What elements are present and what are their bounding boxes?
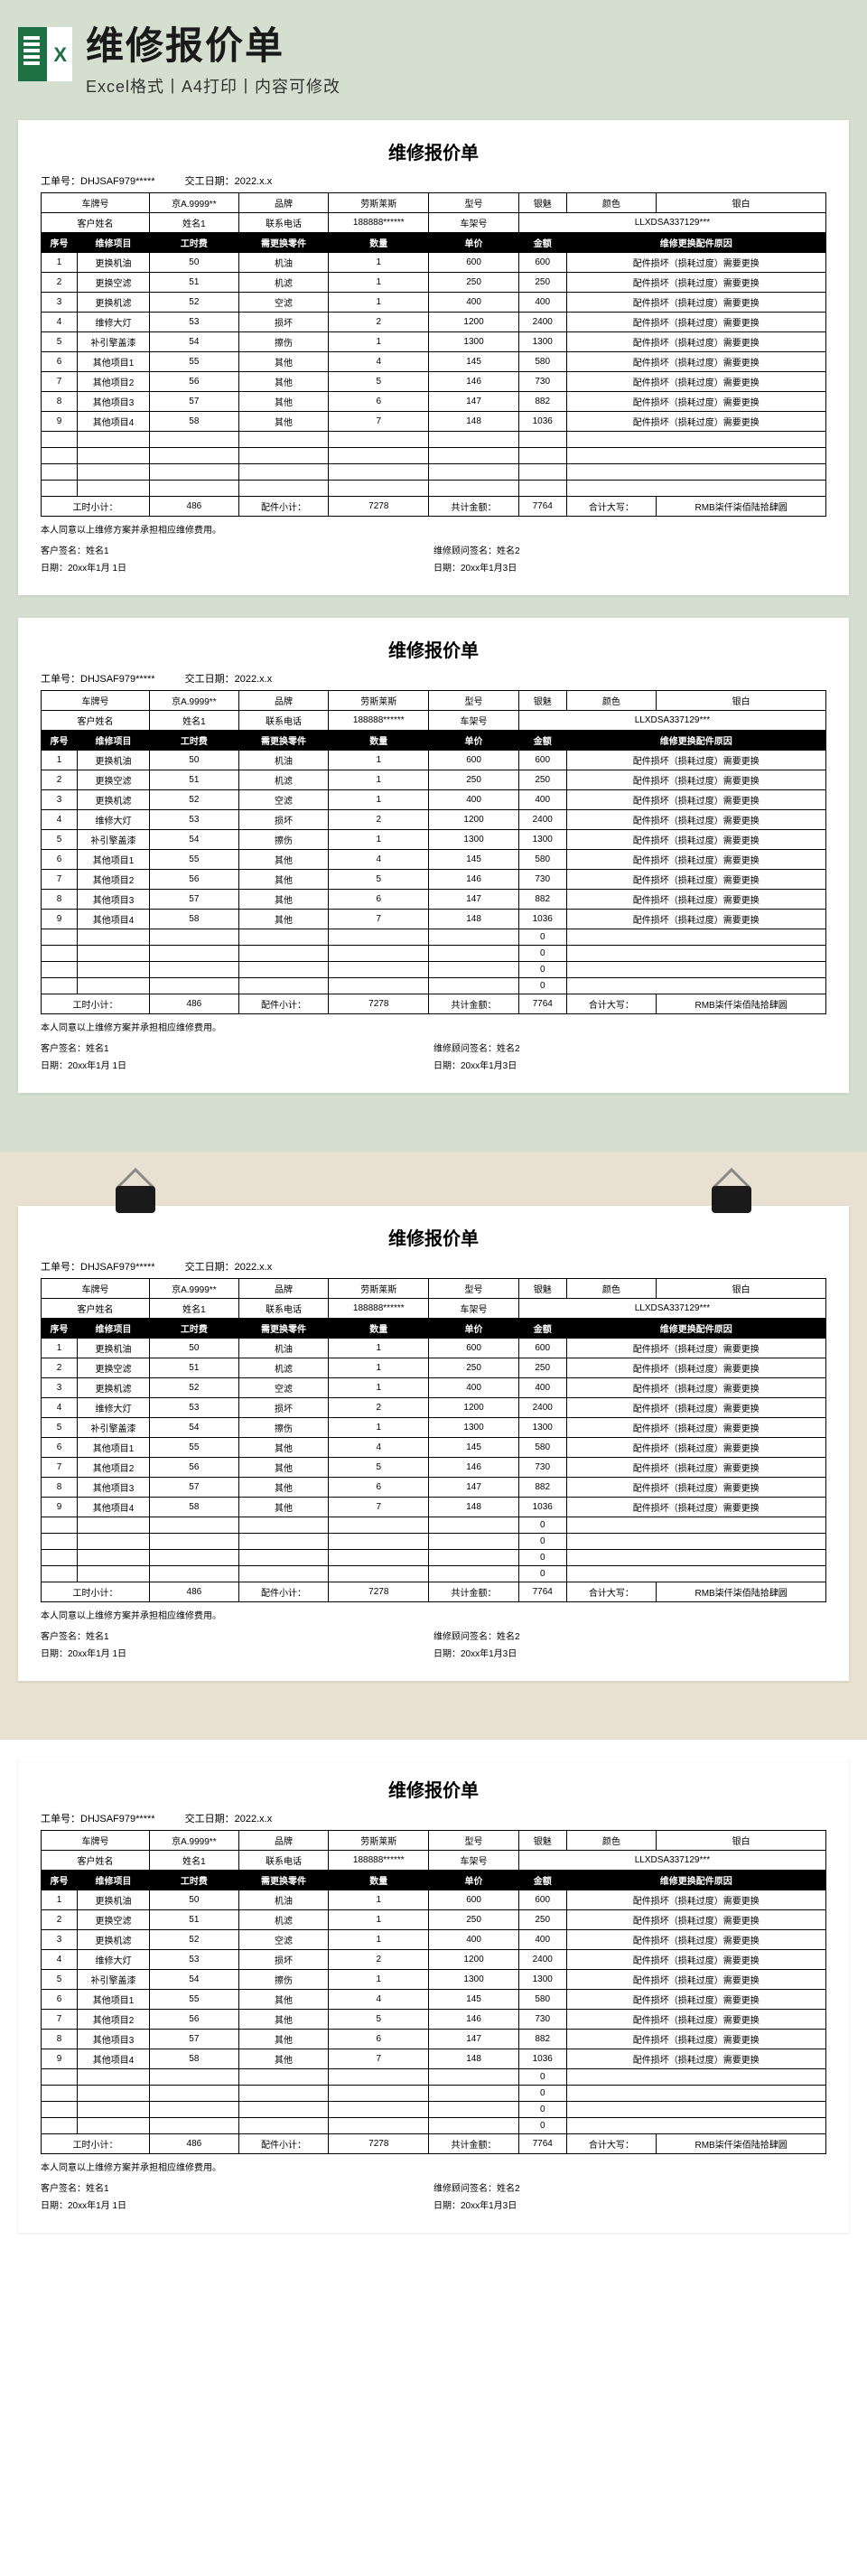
- table-row: 0: [42, 929, 826, 946]
- table-row: 3更换机滤52空滤1400400配件损坏（损耗过度）需要更换: [42, 1930, 826, 1950]
- binder-clip-icon: [108, 1161, 163, 1233]
- table-row: 5补引擎盖漆54擦伤113001300配件损坏（损耗过度）需要更换: [42, 830, 826, 850]
- table-row: 3更换机滤52空滤1400400配件损坏（损耗过度）需要更换: [42, 293, 826, 313]
- quote-table: 车牌号京A.9999** 品牌劳斯莱斯 型号银魅 颜色银白 客户姓名姓名1 联系…: [41, 1830, 826, 2154]
- table-row: 9其他项目458其他71481036配件损坏（损耗过度）需要更换: [42, 2049, 826, 2069]
- column-header: 序号维修项目工时费需更换零件 数量单价金额维修更换配件原因: [42, 1319, 826, 1339]
- table-row: 2更换空滤51机滤1250250配件损坏（损耗过度）需要更换: [42, 1910, 826, 1930]
- table-row: 0: [42, 1517, 826, 1534]
- table-row: 5补引擎盖漆54擦伤113001300配件损坏（损耗过度）需要更换: [42, 1418, 826, 1438]
- totals-row: 工时小计：486 配件小计：7278 共计金额：7764 合计大写：RMB柒仟柒…: [42, 1582, 826, 1602]
- table-row: 2更换空滤51机滤1250250配件损坏（损耗过度）需要更换: [42, 273, 826, 293]
- section-bottom: 维修报价单 工单号：DHJSAF979***** 交工日期：2022.x.x 车…: [0, 1740, 867, 2273]
- table-row: 1更换机油50机油1600600配件损坏（损耗过度）需要更换: [42, 253, 826, 273]
- table-row: 9其他项目458其他71481036配件损坏（损耗过度）需要更换: [42, 412, 826, 432]
- column-header: 序号维修项目工时费需更换零件 数量单价金额维修更换配件原因: [42, 1871, 826, 1890]
- doc-title: 维修报价单: [41, 1776, 826, 1802]
- info-row: 车牌号京A.9999** 品牌劳斯莱斯 型号银魅 颜色银白: [42, 1831, 826, 1851]
- signature-block: 客户签名：姓名1 日期：20xx年1月 1日 维修顾问签名：姓名2 日期：20x…: [41, 2180, 826, 2215]
- table-row: 0: [42, 1534, 826, 1550]
- doc-meta: 工单号：DHJSAF979***** 交工日期：2022.x.x: [41, 671, 826, 686]
- note-text: 本人同意以上维修方案并承担相应维修费用。: [41, 522, 826, 536]
- info-row: 客户姓名姓名1 联系电话188888****** 车架号LLXDSA337129…: [42, 711, 826, 731]
- table-row: 7其他项目256其他5146730配件损坏（损耗过度）需要更换: [42, 870, 826, 890]
- quote-sheet: 维修报价单 工单号：DHJSAF979***** 交工日期：2022.x.x 车…: [18, 120, 849, 595]
- doc-meta: 工单号：DHJSAF979***** 交工日期：2022.x.x: [41, 1259, 826, 1274]
- table-row: 5补引擎盖漆54擦伤113001300配件损坏（损耗过度）需要更换: [42, 1970, 826, 1990]
- totals-row: 工时小计：486 配件小计：7278 共计金额：7764 合计大写：RMB柒仟柒…: [42, 2134, 826, 2154]
- table-row: 1更换机油50机油1600600配件损坏（损耗过度）需要更换: [42, 1339, 826, 1358]
- doc-title: 维修报价单: [41, 636, 826, 662]
- table-row: 9其他项目458其他71481036配件损坏（损耗过度）需要更换: [42, 1498, 826, 1517]
- table-row: 6其他项目155其他4145580配件损坏（损耗过度）需要更换: [42, 1438, 826, 1458]
- info-row: 车牌号京A.9999** 品牌劳斯莱斯 型号银魅 颜色银白: [42, 691, 826, 711]
- table-row: 3更换机滤52空滤1400400配件损坏（损耗过度）需要更换: [42, 790, 826, 810]
- table-row: 0: [42, 978, 826, 994]
- table-row: 0: [42, 946, 826, 962]
- table-row: 0: [42, 2069, 826, 2086]
- table-row: 8其他项目357其他6147882配件损坏（损耗过度）需要更换: [42, 1478, 826, 1498]
- info-row: 客户姓名姓名1 联系电话188888****** 车架号LLXDSA337129…: [42, 1851, 826, 1871]
- table-row: 6其他项目155其他4145580配件损坏（损耗过度）需要更换: [42, 352, 826, 372]
- table-row: 0: [42, 1550, 826, 1566]
- table-row: 0: [42, 962, 826, 978]
- note-text: 本人同意以上维修方案并承担相应维修费用。: [41, 1020, 826, 1033]
- section-top: X 维修报价单 Excel格式丨A4打印丨内容可修改 维修报价单 工单号：DHJ…: [0, 0, 867, 1152]
- table-row: 8其他项目357其他6147882配件损坏（损耗过度）需要更换: [42, 392, 826, 412]
- table-row: 0: [42, 2086, 826, 2102]
- table-row: 4维修大灯53损坏212002400配件损坏（损耗过度）需要更换: [42, 313, 826, 332]
- signature-block: 客户签名：姓名1 日期：20xx年1月 1日 维修顾问签名：姓名2 日期：20x…: [41, 1629, 826, 1663]
- table-row: 4维修大灯53损坏212002400配件损坏（损耗过度）需要更换: [42, 810, 826, 830]
- quote-table: 车牌号京A.9999** 品牌劳斯莱斯 型号银魅 颜色银白 客户姓名姓名1 联系…: [41, 192, 826, 517]
- page-title: 维修报价单: [86, 27, 849, 65]
- column-header: 序号维修项目工时费需更换零件 数量单价金额维修更换配件原因: [42, 731, 826, 751]
- doc-title: 维修报价单: [41, 138, 826, 164]
- table-row: 8其他项目357其他6147882配件损坏（损耗过度）需要更换: [42, 2030, 826, 2049]
- note-text: 本人同意以上维修方案并承担相应维修费用。: [41, 1608, 826, 1621]
- column-header: 序号维修项目工时费需更换零件 数量单价金额维修更换配件原因: [42, 233, 826, 253]
- totals-row: 工时小计：486 配件小计：7278 共计金额：7764 合计大写：RMB柒仟柒…: [42, 497, 826, 517]
- info-row: 车牌号京A.9999** 品牌劳斯莱斯 型号银魅 颜色银白: [42, 1279, 826, 1299]
- info-row: 客户姓名姓名1 联系电话188888****** 车架号LLXDSA337129…: [42, 1299, 826, 1319]
- page-subtitle: Excel格式丨A4打印丨内容可修改: [86, 74, 849, 98]
- signature-block: 客户签名：姓名1 日期：20xx年1月 1日 维修顾问签名：姓名2 日期：20x…: [41, 543, 826, 577]
- doc-meta: 工单号：DHJSAF979***** 交工日期：2022.x.x: [41, 1811, 826, 1825]
- table-row: 2更换空滤51机滤1250250配件损坏（损耗过度）需要更换: [42, 770, 826, 790]
- table-row: 4维修大灯53损坏212002400配件损坏（损耗过度）需要更换: [42, 1398, 826, 1418]
- table-row: 7其他项目256其他5146730配件损坏（损耗过度）需要更换: [42, 372, 826, 392]
- note-text: 本人同意以上维修方案并承担相应维修费用。: [41, 2160, 826, 2173]
- table-row: 5补引擎盖漆54擦伤113001300配件损坏（损耗过度）需要更换: [42, 332, 826, 352]
- table-row: 7其他项目256其他5146730配件损坏（损耗过度）需要更换: [42, 2010, 826, 2030]
- doc-meta: 工单号：DHJSAF979***** 交工日期：2022.x.x: [41, 173, 826, 188]
- table-row: 2更换空滤51机滤1250250配件损坏（损耗过度）需要更换: [42, 1358, 826, 1378]
- table-row: 3更换机滤52空滤1400400配件损坏（损耗过度）需要更换: [42, 1378, 826, 1398]
- quote-table: 车牌号京A.9999** 品牌劳斯莱斯 型号银魅 颜色银白 客户姓名姓名1 联系…: [41, 690, 826, 1014]
- info-row: 车牌号京A.9999** 品牌劳斯莱斯 型号银魅 颜色银白: [42, 193, 826, 213]
- table-row: 1更换机油50机油1600600配件损坏（损耗过度）需要更换: [42, 1890, 826, 1910]
- quote-table: 车牌号京A.9999** 品牌劳斯莱斯 型号银魅 颜色银白 客户姓名姓名1 联系…: [41, 1278, 826, 1602]
- excel-icon: X: [18, 27, 72, 81]
- table-row: 0: [42, 1566, 826, 1582]
- table-row: 9其他项目458其他71481036配件损坏（损耗过度）需要更换: [42, 910, 826, 929]
- table-row: 4维修大灯53损坏212002400配件损坏（损耗过度）需要更换: [42, 1950, 826, 1970]
- table-row: 0: [42, 2102, 826, 2118]
- info-row: 客户姓名姓名1 联系电话188888****** 车架号LLXDSA337129…: [42, 213, 826, 233]
- quote-sheet: 维修报价单 工单号：DHJSAF979***** 交工日期：2022.x.x 车…: [18, 618, 849, 1093]
- quote-sheet: 维修报价单 工单号：DHJSAF979***** 交工日期：2022.x.x 车…: [18, 1758, 849, 2233]
- table-row: 8其他项目357其他6147882配件损坏（损耗过度）需要更换: [42, 890, 826, 910]
- page-header: X 维修报价单 Excel格式丨A4打印丨内容可修改: [18, 27, 849, 98]
- totals-row: 工时小计：486 配件小计：7278 共计金额：7764 合计大写：RMB柒仟柒…: [42, 994, 826, 1014]
- table-row: 0: [42, 2118, 826, 2134]
- table-row: 7其他项目256其他5146730配件损坏（损耗过度）需要更换: [42, 1458, 826, 1478]
- binder-clip-icon: [704, 1161, 759, 1233]
- signature-block: 客户签名：姓名1 日期：20xx年1月 1日 维修顾问签名：姓名2 日期：20x…: [41, 1041, 826, 1075]
- quote-sheet: 维修报价单 工单号：DHJSAF979***** 交工日期：2022.x.x 车…: [18, 1206, 849, 1681]
- section-mockup: 维修报价单 工单号：DHJSAF979***** 交工日期：2022.x.x 车…: [0, 1152, 867, 1740]
- table-row: 1更换机油50机油1600600配件损坏（损耗过度）需要更换: [42, 751, 826, 770]
- table-row: 6其他项目155其他4145580配件损坏（损耗过度）需要更换: [42, 850, 826, 870]
- table-row: 6其他项目155其他4145580配件损坏（损耗过度）需要更换: [42, 1990, 826, 2010]
